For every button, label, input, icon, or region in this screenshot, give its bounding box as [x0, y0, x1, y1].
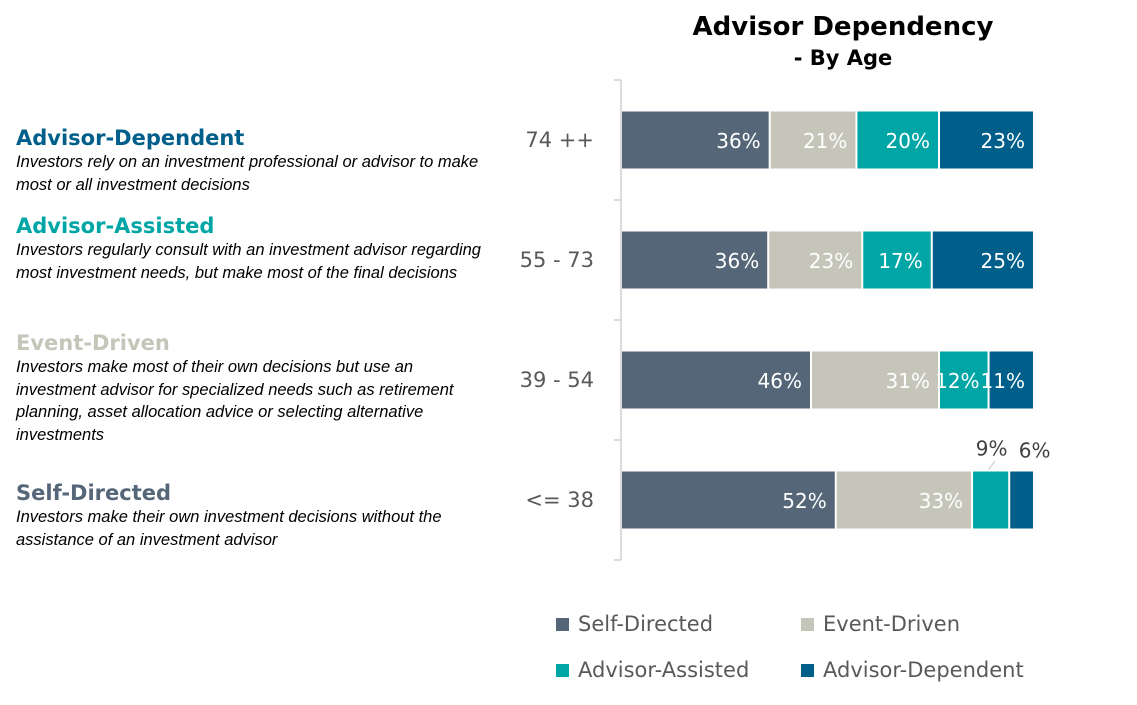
stacked-bar-chart: 74 ++ 36% 21% 20% 23% 55 - 73 36% 23% 17% 25% 39 -…: [520, 79, 1051, 561]
segment-description: Investors regularly consult with an inve…: [16, 241, 481, 282]
legend-item: Self-Directed: [556, 612, 713, 636]
legend-label: Self-Directed: [578, 612, 714, 636]
data-label: 33%: [919, 489, 963, 513]
bar-segment: [836, 471, 972, 529]
segment-name: Event-Driven: [16, 331, 170, 355]
data-label: 23%: [981, 129, 1025, 153]
bar-segment: [863, 231, 931, 289]
segment-advisor-assisted: Advisor-Assisted Investors regularly con…: [16, 213, 496, 284]
legend-label: Event-Driven: [823, 612, 961, 636]
bar-segment: [622, 471, 835, 529]
bar-segment: [857, 111, 939, 169]
segment-name: Advisor-Assisted: [16, 214, 215, 238]
data-label: 36%: [716, 129, 760, 153]
data-label: 25%: [981, 249, 1025, 273]
bar-segment: [811, 351, 939, 409]
category-label: 55 - 73: [520, 248, 594, 272]
segment-name: Self-Directed: [16, 481, 172, 505]
data-label: 21%: [803, 129, 847, 153]
legend-label: Advisor-Assisted: [578, 658, 750, 682]
bar-segment: [622, 351, 810, 409]
data-label: 17%: [878, 249, 922, 273]
chart-subtitle: - By Age: [793, 46, 893, 70]
leader-line: [988, 461, 996, 470]
data-label: 52%: [782, 489, 826, 513]
bar-segment: [769, 231, 862, 289]
segment-description: Investors make most of their own decisio…: [16, 358, 454, 444]
category-label: 74 ++: [525, 128, 594, 152]
bar-segment: [973, 471, 1009, 529]
bar-segment: [989, 351, 1033, 409]
legend-swatch: [556, 663, 569, 677]
legend-label: Advisor-Dependent: [823, 658, 1024, 682]
segment-description: Investors make their own investment deci…: [16, 508, 442, 549]
segment-description: Investors rely on an investment professi…: [16, 153, 479, 194]
legend-swatch: [556, 617, 569, 631]
data-label: 46%: [758, 369, 802, 393]
segment-self-directed: Self-Directed Investors make their own i…: [16, 480, 496, 551]
chart-title: Advisor Dependency: [692, 12, 994, 42]
bar-segment: [622, 111, 769, 169]
category-label: 39 - 54: [520, 368, 594, 392]
bar-segment: [940, 351, 988, 409]
data-label: 36%: [715, 249, 759, 273]
bar-segment: [1010, 471, 1033, 529]
legend-swatch: [801, 663, 814, 677]
data-label: 20%: [886, 129, 930, 153]
segment-event-driven: Event-Driven Investors make most of thei…: [16, 330, 496, 446]
data-label: 9%: [976, 437, 1008, 461]
legend-item: Advisor-Assisted: [556, 658, 749, 682]
data-label: 23%: [809, 249, 853, 273]
segment-advisor-dependent: Advisor-Dependent Investors rely on an i…: [16, 125, 496, 196]
category-label: <= 38: [525, 488, 594, 512]
bar-segment: [622, 231, 768, 289]
legend-item: Advisor-Dependent: [801, 658, 1024, 682]
data-label: 31%: [886, 369, 930, 393]
bar-segment: [940, 111, 1033, 169]
segment-name: Advisor-Dependent: [16, 126, 245, 150]
data-label: 11%: [981, 369, 1025, 393]
data-label: 6%: [1019, 439, 1051, 463]
bar-segment: [932, 231, 1033, 289]
data-label: 12%: [935, 369, 979, 393]
legend-swatch: [801, 617, 814, 631]
bar-segment: [770, 111, 856, 169]
legend-item: Event-Driven: [801, 612, 960, 636]
